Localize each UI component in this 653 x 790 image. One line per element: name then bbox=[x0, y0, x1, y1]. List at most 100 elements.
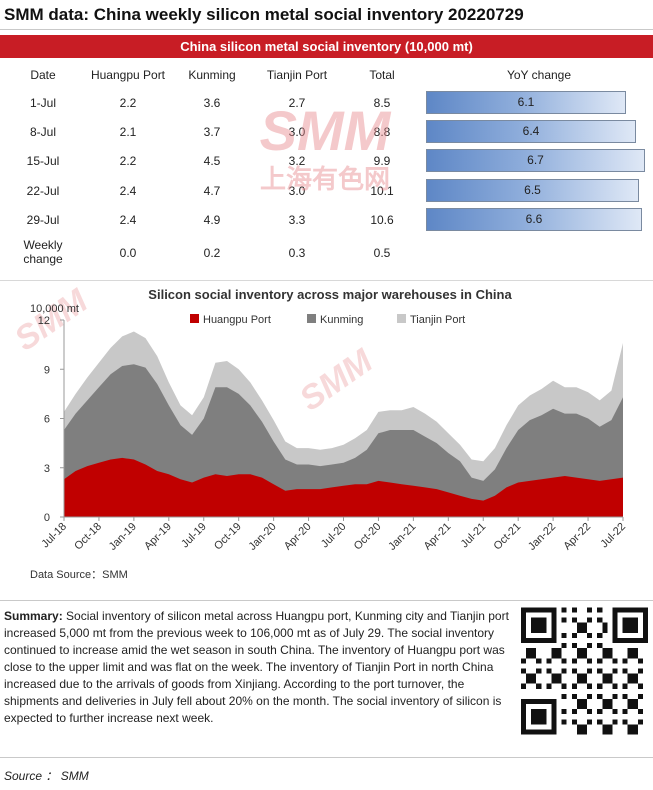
qr-module bbox=[622, 693, 628, 699]
x-tick-label: Oct-21 bbox=[491, 521, 523, 553]
qr-module bbox=[622, 668, 628, 674]
yoy-bar: 6.7 bbox=[426, 149, 645, 172]
qr-module bbox=[581, 698, 588, 705]
qr-module bbox=[541, 637, 547, 644]
qr-module bbox=[632, 648, 638, 654]
qr-module bbox=[541, 729, 547, 735]
qr-module bbox=[602, 698, 608, 705]
qr-module bbox=[622, 637, 628, 644]
qr-module bbox=[536, 637, 542, 644]
qr-module bbox=[627, 622, 633, 628]
qr-module bbox=[576, 678, 582, 684]
yoy-value: 6.7 bbox=[527, 153, 544, 167]
qr-module bbox=[632, 698, 638, 705]
qr-module bbox=[536, 607, 542, 613]
qr-module bbox=[576, 627, 582, 633]
qr-module bbox=[607, 673, 613, 679]
row-date: 15-Jul bbox=[26, 154, 60, 168]
x-tick-label: Apr-20 bbox=[282, 521, 314, 553]
row-huangpu: 2.4 bbox=[119, 213, 137, 227]
header-tianjin: Tianjin Port bbox=[266, 68, 328, 82]
qr-module bbox=[597, 617, 603, 623]
qr-module bbox=[607, 698, 613, 705]
header-yoy: YoY change bbox=[506, 68, 572, 82]
qr-module bbox=[541, 719, 547, 725]
qr-module bbox=[521, 607, 527, 613]
qr-module bbox=[622, 658, 628, 664]
qr-module bbox=[531, 622, 537, 628]
row-huangpu: 2.2 bbox=[119, 96, 137, 110]
qr-module bbox=[531, 698, 537, 705]
row-date: 29-Jul bbox=[26, 213, 60, 227]
qr-module bbox=[612, 693, 618, 699]
qr-module bbox=[546, 683, 552, 689]
x-tick-label: Jul-19 bbox=[179, 521, 209, 551]
qr-module bbox=[597, 719, 603, 725]
qr-module bbox=[617, 637, 623, 644]
qr-module bbox=[521, 698, 527, 705]
qr-module bbox=[642, 617, 648, 623]
qr-module bbox=[541, 607, 547, 613]
qr-module bbox=[531, 617, 537, 623]
qr-module bbox=[541, 709, 547, 715]
qr-module bbox=[546, 698, 552, 705]
qr-module bbox=[632, 704, 638, 710]
qr-module bbox=[581, 724, 588, 730]
qr-module bbox=[521, 612, 527, 618]
header-kunming: Kunming bbox=[188, 68, 236, 82]
x-tick-label: Jan-22 bbox=[526, 521, 558, 553]
qr-module bbox=[521, 622, 527, 628]
qr-module bbox=[581, 673, 588, 679]
qr-module bbox=[622, 627, 628, 633]
qr-module bbox=[587, 683, 593, 689]
qr-module bbox=[536, 719, 542, 725]
qr-module bbox=[546, 729, 552, 735]
legend-swatch bbox=[397, 314, 406, 323]
qr-module bbox=[642, 627, 648, 633]
qr-module bbox=[597, 607, 603, 613]
qr-module bbox=[637, 637, 643, 644]
qr-module bbox=[637, 709, 643, 715]
legend-label: Kunming bbox=[320, 314, 363, 326]
area-huangpu-port bbox=[64, 457, 623, 517]
qr-module bbox=[536, 627, 542, 633]
qr-module bbox=[637, 719, 643, 725]
y-tick-label: 6 bbox=[44, 414, 50, 426]
qr-module bbox=[571, 693, 577, 699]
qr-module bbox=[561, 607, 567, 613]
qr-module bbox=[576, 648, 582, 654]
qr-module bbox=[571, 643, 577, 649]
qr-module bbox=[521, 714, 527, 720]
qr-module bbox=[571, 617, 577, 623]
qr-module bbox=[561, 643, 567, 649]
yoy-bar: 6.6 bbox=[426, 208, 642, 231]
qr-module bbox=[627, 607, 633, 613]
qr-module bbox=[541, 698, 547, 705]
qr-module bbox=[587, 607, 593, 613]
row-kunming: 3.7 bbox=[203, 125, 221, 139]
summary-text: Social inventory of silicon metal across… bbox=[4, 609, 509, 725]
qr-module bbox=[602, 724, 608, 730]
row-date: 22-Jul bbox=[26, 184, 60, 198]
x-tick-label: Oct-18 bbox=[72, 521, 104, 553]
qr-module bbox=[531, 648, 537, 654]
row-total: 8.8 bbox=[373, 125, 391, 139]
qr-module bbox=[541, 617, 547, 623]
yoy-value: 6.5 bbox=[524, 183, 541, 197]
y-tick-label: 0 bbox=[44, 512, 50, 524]
qr-module bbox=[521, 658, 527, 664]
x-tick-label: Jul-18 bbox=[39, 521, 69, 551]
qr-module bbox=[551, 729, 557, 735]
qr-module bbox=[551, 673, 557, 679]
qr-module bbox=[536, 698, 542, 705]
y-axis-unit: 10,000 mt bbox=[30, 303, 79, 315]
qr-module bbox=[622, 607, 628, 613]
qr-module bbox=[587, 709, 593, 715]
qr-module bbox=[602, 704, 608, 710]
qr-module bbox=[551, 637, 557, 644]
qr-module bbox=[536, 658, 542, 664]
qr-module bbox=[627, 648, 633, 654]
qr-module bbox=[556, 653, 562, 659]
qr-module bbox=[531, 714, 537, 720]
row-huangpu: 2.4 bbox=[119, 184, 137, 198]
